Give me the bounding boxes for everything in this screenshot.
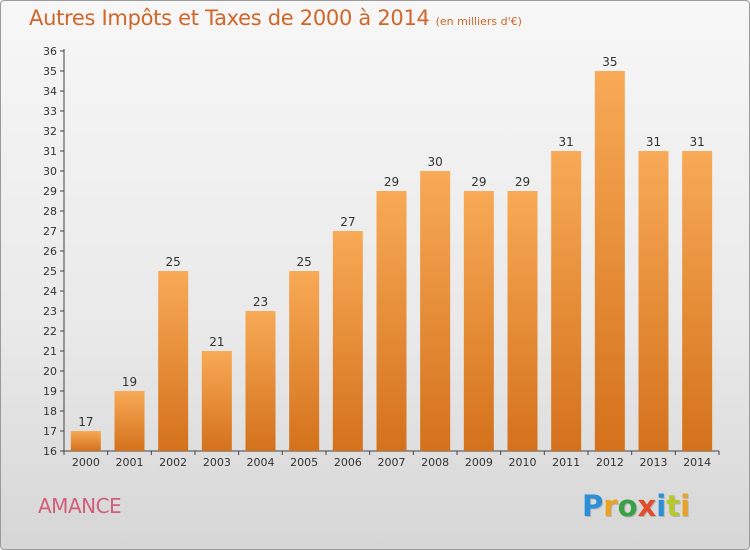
bar-value-label: 31 bbox=[559, 135, 574, 149]
bar bbox=[463, 191, 494, 451]
x-tick-label: 2004 bbox=[247, 456, 275, 469]
x-tick-label: 2003 bbox=[203, 456, 231, 469]
y-tick-label: 28 bbox=[43, 205, 57, 218]
bar bbox=[245, 311, 276, 451]
bar-value-label: 30 bbox=[428, 155, 443, 169]
bar bbox=[376, 191, 407, 451]
chart-data-labels: 17 19 25 21 23 25 27 29 30 29 29 31 35 31 31 bbox=[78, 55, 705, 429]
bar bbox=[201, 351, 232, 451]
logo-letter: o bbox=[617, 489, 638, 523]
chart-title-main: Autres Impôts et Taxes de 2000 à 2014 bbox=[29, 6, 430, 30]
logo-letter: r bbox=[603, 489, 618, 523]
chart-bars bbox=[70, 71, 713, 451]
bar-value-label: 31 bbox=[646, 135, 661, 149]
bar bbox=[114, 391, 145, 451]
y-tick-label: 24 bbox=[43, 285, 57, 298]
chart-axes: 16 17 18 19 20 21 22 23 24 25 26 27 28 29 30 31 32 33 34 35… bbox=[43, 45, 720, 469]
x-tick-label: 2014 bbox=[683, 456, 711, 469]
y-tick-label: 32 bbox=[43, 125, 57, 138]
x-tick-label: 2007 bbox=[378, 456, 406, 469]
bar bbox=[158, 271, 189, 451]
bar-value-label: 29 bbox=[471, 175, 486, 189]
y-tick-label: 17 bbox=[43, 425, 57, 438]
y-tick-label: 26 bbox=[43, 245, 57, 258]
bar bbox=[507, 191, 538, 451]
bar-value-label: 21 bbox=[209, 335, 224, 349]
bar bbox=[289, 271, 320, 451]
y-tick-label: 31 bbox=[43, 145, 57, 158]
y-tick-label: 25 bbox=[43, 265, 57, 278]
bar bbox=[70, 431, 101, 451]
x-tick-label: 2000 bbox=[72, 456, 100, 469]
y-tick-label: 30 bbox=[43, 165, 57, 178]
bar bbox=[420, 171, 451, 451]
y-tick-label: 18 bbox=[43, 405, 57, 418]
x-tick-label: 2009 bbox=[465, 456, 493, 469]
x-tick-label: 2006 bbox=[334, 456, 362, 469]
y-tick-label: 19 bbox=[43, 385, 57, 398]
bar-value-label: 29 bbox=[384, 175, 399, 189]
commune-name: AMANCE bbox=[38, 494, 122, 518]
y-tick-label: 20 bbox=[43, 365, 57, 378]
bar-value-label: 19 bbox=[122, 375, 137, 389]
x-tick-label: 2012 bbox=[596, 456, 624, 469]
x-tick-label: 2008 bbox=[421, 456, 449, 469]
x-tick-label: 2001 bbox=[116, 456, 144, 469]
y-tick-label: 33 bbox=[43, 105, 57, 118]
bar-value-label: 17 bbox=[78, 415, 93, 429]
bar-value-label: 25 bbox=[166, 255, 181, 269]
y-tick-label: 35 bbox=[43, 65, 57, 78]
y-tick-label: 22 bbox=[43, 325, 57, 338]
logo-letter: i bbox=[680, 489, 691, 523]
y-tick-label: 36 bbox=[43, 45, 57, 58]
bar-value-label: 31 bbox=[690, 135, 705, 149]
x-tick-label: 2005 bbox=[290, 456, 318, 469]
x-tick-label: 2013 bbox=[640, 456, 668, 469]
bar-value-label: 23 bbox=[253, 295, 268, 309]
logo-letter: t bbox=[666, 489, 681, 523]
logo-letter: i bbox=[656, 489, 667, 523]
y-tick-label: 34 bbox=[43, 85, 57, 98]
bar bbox=[551, 151, 582, 451]
proxiti-logo: Proxiti bbox=[582, 489, 690, 523]
y-tick-label: 29 bbox=[43, 185, 57, 198]
logo-letter: x bbox=[637, 489, 657, 523]
bar bbox=[638, 151, 669, 451]
bar-value-label: 27 bbox=[340, 215, 355, 229]
y-tick-label: 27 bbox=[43, 225, 57, 238]
bar-value-label: 29 bbox=[515, 175, 530, 189]
x-tick-label: 2002 bbox=[159, 456, 187, 469]
bar bbox=[594, 71, 625, 451]
y-tick-label: 21 bbox=[43, 345, 57, 358]
chart-title-unit: (en milliers d'€) bbox=[435, 15, 522, 28]
bar-value-label: 25 bbox=[297, 255, 312, 269]
y-tick-label: 23 bbox=[43, 305, 57, 318]
x-tick-label: 2010 bbox=[509, 456, 537, 469]
bar-value-label: 35 bbox=[602, 55, 617, 69]
chart-title: Autres Impôts et Taxes de 2000 à 2014 (en… bbox=[29, 6, 522, 30]
logo-letter: P bbox=[582, 489, 604, 523]
bar bbox=[332, 231, 363, 451]
x-tick-label: 2011 bbox=[552, 456, 580, 469]
y-tick-label: 16 bbox=[43, 445, 57, 458]
bar bbox=[682, 151, 713, 451]
